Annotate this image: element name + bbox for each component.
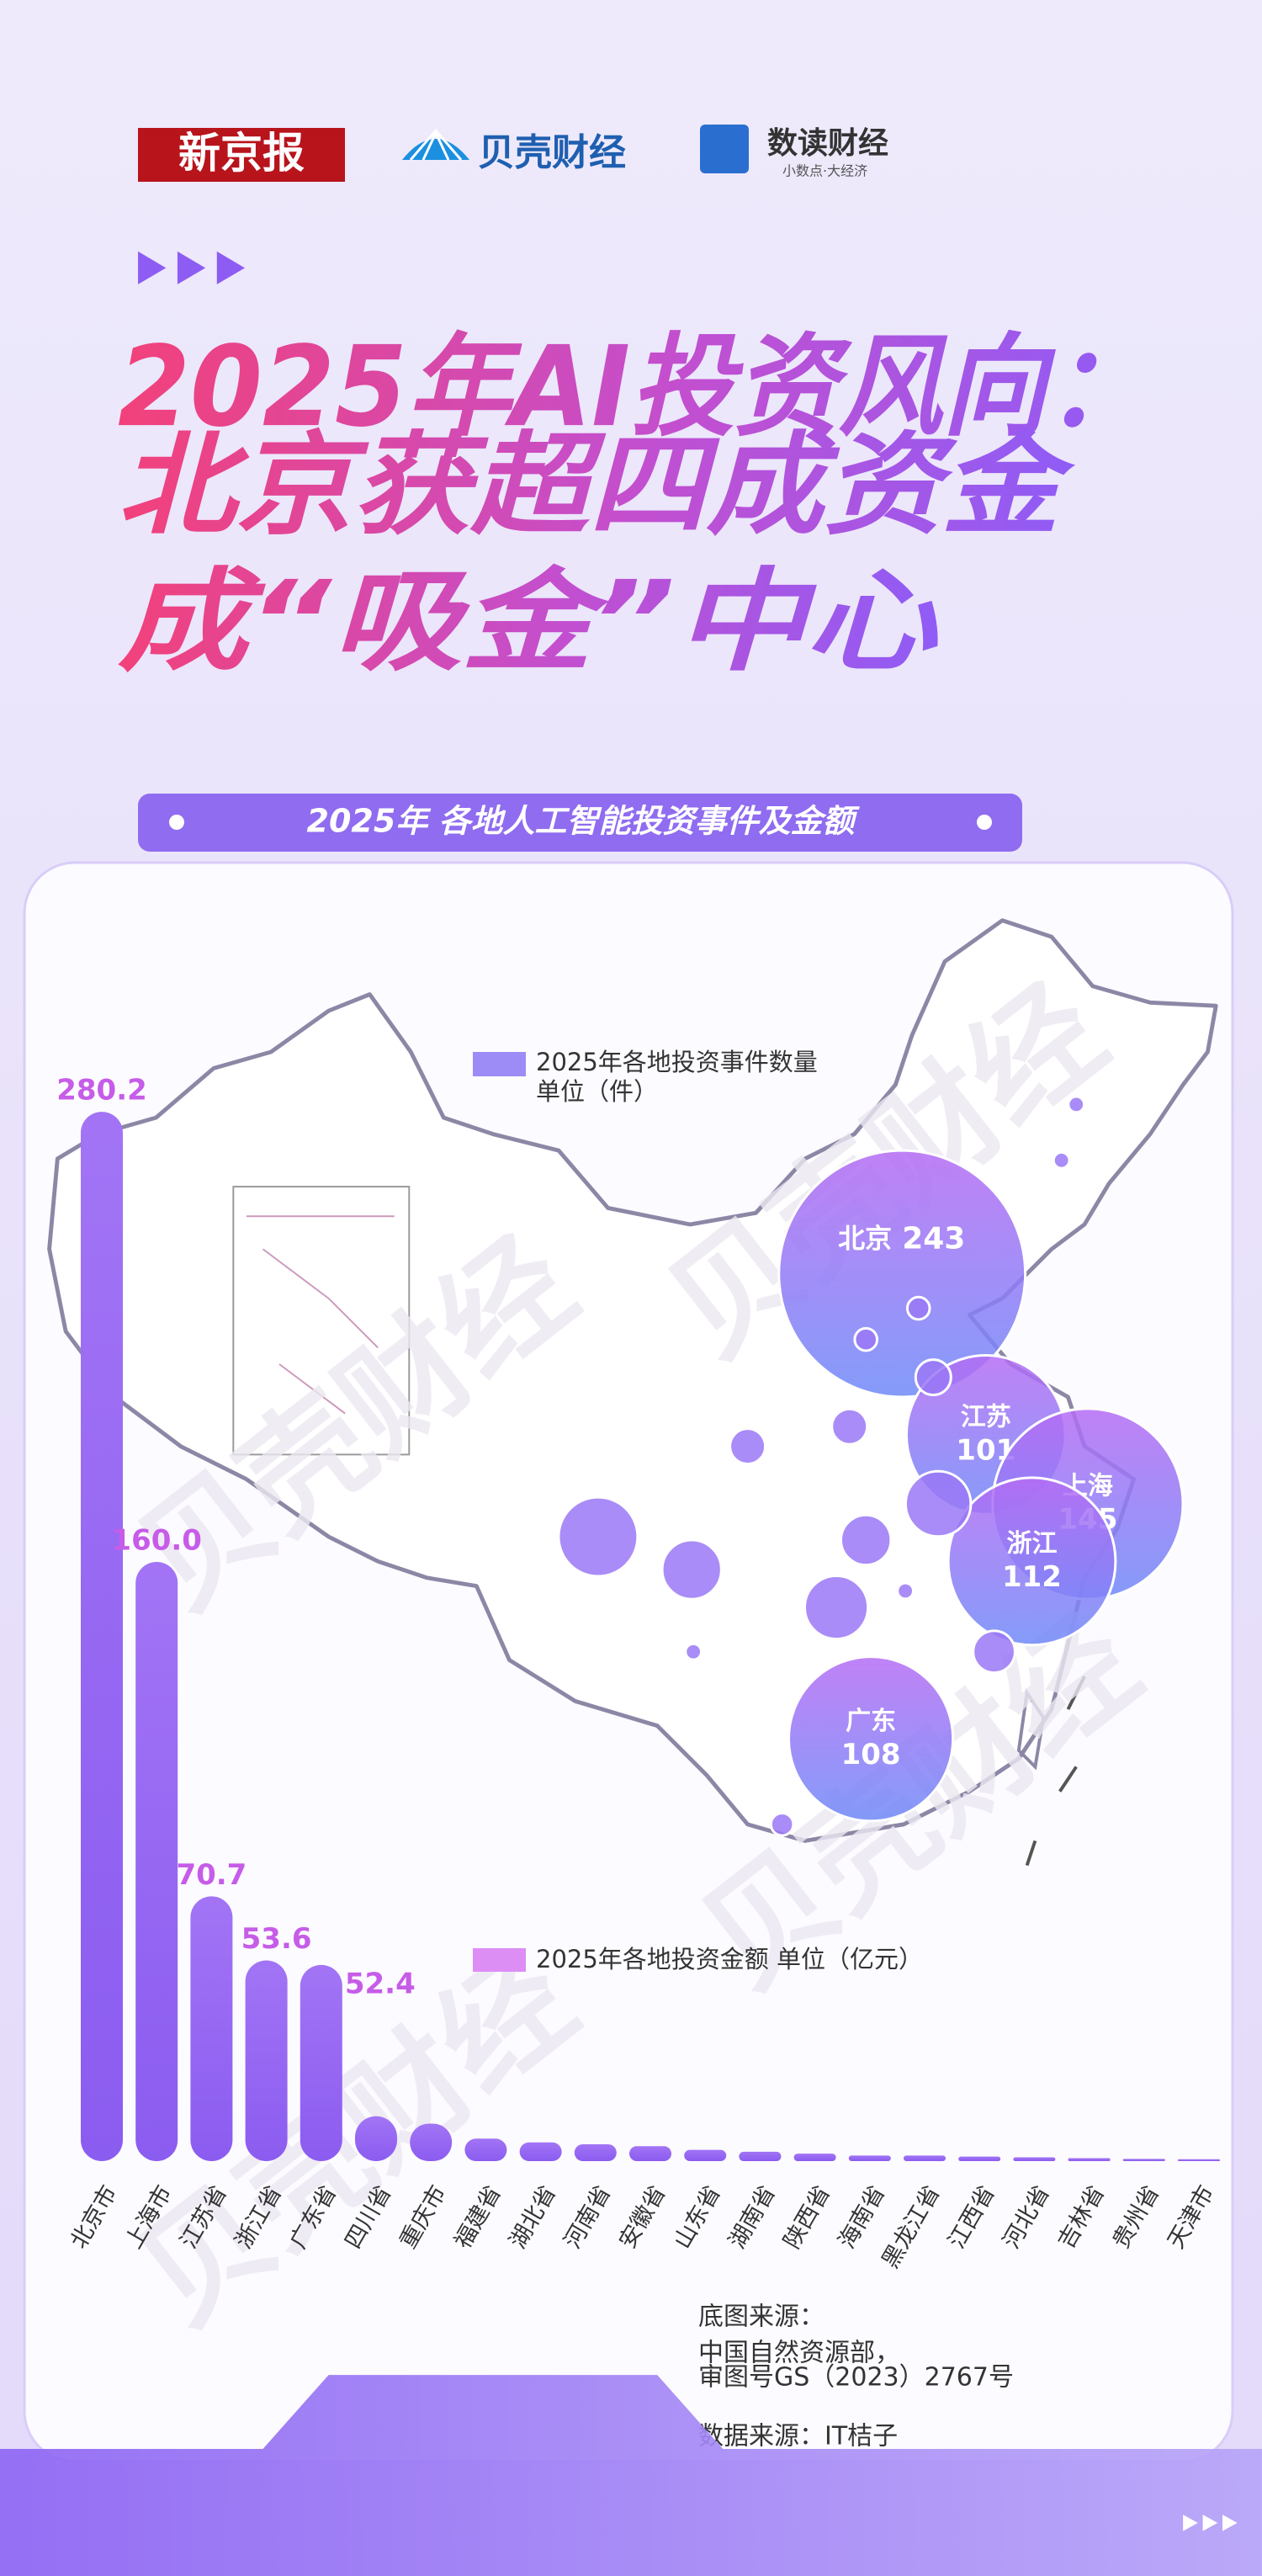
source-text: 底图来源： — [698, 2302, 825, 2332]
bar — [300, 1964, 342, 2161]
logo-shudu: 数读财经 — [767, 126, 888, 161]
value-label: 52.4 — [345, 1967, 416, 2000]
bubble — [660, 1538, 723, 1601]
bubble-value: 243 — [902, 1222, 965, 1256]
bar — [958, 2156, 1001, 2161]
title-line: 北京获超四成资金 — [118, 421, 1075, 550]
bar — [190, 1896, 233, 2161]
bar — [81, 1112, 123, 2161]
bubble — [557, 1495, 639, 1578]
bubble — [830, 1407, 869, 1446]
legend-text: 2025年各地投资事件数量 — [536, 1048, 818, 1076]
bar — [410, 2123, 453, 2161]
bubble-name: 浙江 — [1006, 1529, 1057, 1559]
bar — [739, 2151, 782, 2161]
bar — [464, 2138, 507, 2161]
source-text: 中国自然资源部， — [698, 2339, 900, 2368]
logo-box — [138, 128, 345, 182]
map — [47, 918, 1218, 1867]
banner-dot — [169, 815, 184, 830]
legend-swatch — [473, 1052, 526, 1076]
bubble — [840, 1513, 893, 1567]
bar — [904, 2155, 946, 2161]
bubble — [729, 1427, 767, 1466]
bubble — [803, 1574, 870, 1641]
source-text: 数据来源：IT桔子 — [698, 2422, 898, 2451]
banner-title: 2025年 各地人工智能投资事件及金额 — [307, 803, 861, 840]
logo-beike: 贝壳财经 — [478, 131, 626, 174]
bubble — [905, 1295, 931, 1321]
bubble — [684, 1642, 703, 1661]
bubble — [1052, 1150, 1071, 1170]
value-label: 70.7 — [176, 1858, 247, 1892]
decor-triangles — [138, 251, 245, 284]
bubble-chart: 北京243江苏101上海145浙江112广东108 — [557, 1095, 1185, 1837]
bubble — [896, 1581, 915, 1601]
bubble — [777, 1149, 1027, 1399]
bar — [684, 2149, 727, 2161]
value-label: 280.2 — [56, 1074, 147, 1107]
bubble-name: 广东 — [846, 1707, 896, 1736]
bar — [1178, 2159, 1220, 2161]
source-text: 审图号GS（2023）2767号 — [698, 2363, 1014, 2393]
bubble — [914, 1358, 952, 1397]
value-label: 53.6 — [241, 1922, 312, 1956]
bar — [135, 1562, 178, 2161]
title: 2025年AI投资风向： 北京获超四成资金 成“吸金”中心 — [118, 322, 1150, 687]
bubble — [946, 1476, 1117, 1647]
banner-dot — [977, 815, 992, 830]
bar — [574, 2143, 617, 2161]
bar — [848, 2155, 891, 2161]
bubble — [787, 1655, 955, 1823]
value-label: 160.0 — [111, 1524, 202, 1558]
footer-decor — [0, 2375, 1262, 2576]
logo-slogan: 小数点·大经济 — [782, 163, 867, 179]
legend-text: 2025年各地投资金额 单位（亿元） — [536, 1945, 923, 1973]
bubble — [853, 1326, 879, 1352]
bubble-value: 108 — [841, 1738, 901, 1771]
title-line: 成“吸金”中心 — [118, 557, 940, 687]
bar — [793, 2154, 836, 2161]
bubble-name: 北京 — [838, 1223, 892, 1255]
bar — [1068, 2158, 1111, 2161]
bar — [245, 1960, 288, 2161]
bubble — [904, 1469, 973, 1538]
bubble-value: 112 — [1002, 1560, 1062, 1594]
title-line: 2025年AI投资风向： — [118, 322, 1150, 452]
bubble — [972, 1629, 1016, 1675]
bubble-name: 江苏 — [961, 1402, 1011, 1431]
bubble — [1067, 1095, 1086, 1114]
bubble — [769, 1812, 795, 1837]
logo-xinjingbao: 新京报 — [178, 128, 305, 178]
bar — [629, 2146, 671, 2161]
bar — [519, 2142, 562, 2161]
bar — [1013, 2157, 1056, 2161]
bar — [355, 2116, 397, 2161]
legend-swatch — [473, 1948, 526, 1972]
legend-text: 单位（件） — [536, 1077, 658, 1106]
logo-shudu-icon — [700, 125, 749, 173]
bar — [1122, 2159, 1165, 2161]
logo-beike-icon — [402, 128, 469, 161]
banner — [138, 794, 1022, 852]
